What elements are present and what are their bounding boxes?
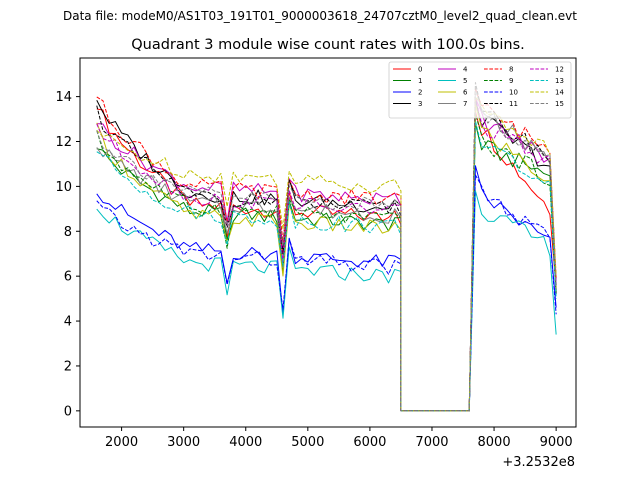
series-line-5 [96, 190, 557, 412]
series-line-9 [96, 113, 557, 412]
series-line-0 [96, 108, 557, 412]
x-tick-label: 6000 [353, 435, 386, 450]
series-line-15 [96, 90, 557, 412]
x-axis-offset-label: +3.2532e8 [502, 455, 575, 470]
x-axis: 2000 3000 4000 5000 6000 7000 8000 9000 [105, 427, 573, 450]
legend-box [388, 61, 572, 119]
y-tick-label: 8 [64, 225, 72, 240]
x-tick-label: 7000 [415, 435, 448, 450]
legend-label-14: 14 [555, 89, 564, 97]
legend-label-3: 3 [418, 100, 422, 108]
y-tick-label: 2 [64, 359, 72, 374]
series-line-6 [96, 104, 557, 412]
plot-frame [79, 57, 577, 428]
series-line-10 [96, 174, 557, 412]
x-tick-label: 8000 [478, 435, 511, 450]
chart-title: Quadrant 3 module wise count rates with … [131, 37, 525, 53]
series-line-4 [96, 97, 557, 412]
legend-label-13: 13 [555, 77, 564, 85]
x-tick-label: 9000 [540, 435, 573, 450]
legend-label-15: 15 [555, 100, 564, 108]
legend-label-5: 5 [463, 77, 467, 85]
legend-label-0: 0 [418, 66, 422, 74]
series-line-11 [96, 82, 557, 412]
series-line-1 [96, 122, 557, 412]
legend-label-4: 4 [463, 66, 468, 74]
x-tick-label: 4000 [229, 435, 262, 450]
series-layer [96, 82, 557, 412]
series-line-12 [96, 96, 557, 412]
y-tick-label: 4 [64, 315, 72, 330]
y-axis: 0 2 4 6 8 10 12 14 [55, 90, 80, 419]
y-tick-label: 6 [64, 270, 72, 285]
legend-label-2: 2 [418, 89, 422, 97]
y-tick-label: 14 [55, 90, 72, 105]
x-tick-label: 2000 [105, 435, 138, 450]
legend-label-12: 12 [555, 66, 564, 74]
y-tick-label: 0 [64, 404, 72, 419]
legend-label-7: 7 [463, 100, 467, 108]
y-tick-label: 12 [55, 135, 72, 150]
legend-label-1: 1 [418, 77, 422, 85]
series-line-2 [96, 165, 557, 412]
legend-label-11: 11 [509, 100, 518, 108]
legend-label-10: 10 [509, 89, 518, 97]
y-tick-label: 10 [55, 180, 72, 195]
x-tick-label: 3000 [167, 435, 200, 450]
data-file-label: Data file: modeM0/AS1T03_191T01_90000036… [63, 9, 577, 23]
legend-label-9: 9 [509, 77, 513, 85]
x-tick-label: 5000 [291, 435, 324, 450]
legend-label-6: 6 [463, 89, 468, 97]
legend-label-8: 8 [509, 66, 513, 74]
